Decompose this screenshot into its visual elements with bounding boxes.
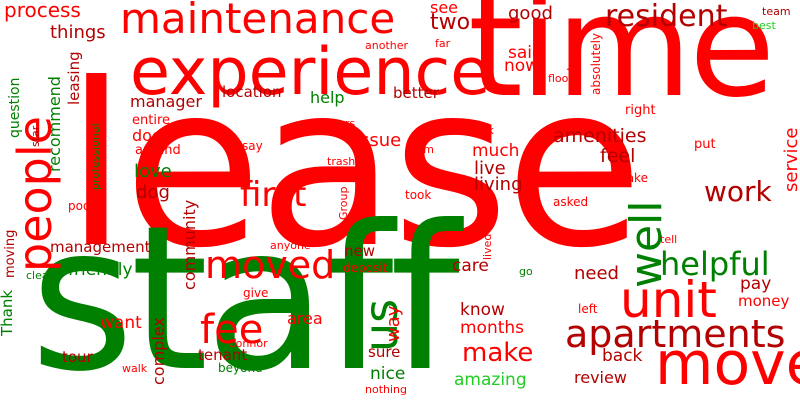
cloud-word: service — [781, 127, 800, 192]
cloud-word: pool — [68, 199, 94, 213]
cloud-word: beyond — [218, 361, 263, 375]
cloud-word: community — [180, 199, 199, 290]
cloud-word: team — [762, 5, 791, 18]
cloud-word: nice — [370, 364, 406, 384]
cloud-word: need — [574, 263, 619, 284]
cloud-word: money — [738, 292, 790, 310]
cloud-word: tell — [660, 233, 678, 246]
cloud-word: moved — [205, 243, 336, 287]
cloud-word: resident — [605, 0, 728, 34]
cloud-word: much — [472, 141, 520, 161]
cloud-word: give — [243, 286, 269, 300]
cloud-word: make — [462, 338, 534, 368]
cloud-word: tenant — [198, 346, 248, 364]
cloud-word: best — [752, 19, 776, 32]
cloud-word: friendly — [68, 260, 133, 280]
cloud-word: deposit — [343, 261, 388, 275]
cloud-word: experience — [130, 35, 491, 110]
cloud-word: amenities — [553, 125, 647, 147]
cloud-word: work — [704, 175, 772, 208]
cloud-word: leasing — [65, 51, 83, 105]
cloud-word: unit — [620, 271, 717, 329]
cloud-word: nothing — [365, 383, 407, 396]
cloud-word: entire — [132, 113, 171, 128]
cloud-word: asked — [553, 195, 589, 209]
cloud-word: want — [100, 313, 142, 333]
cloud-word: Group — [337, 186, 350, 221]
cloud-word: amazing — [454, 370, 527, 390]
cloud-word: fee — [200, 307, 264, 353]
cloud-word: tour — [62, 348, 93, 366]
cloud-word: issue — [355, 130, 402, 151]
cloud-word: good — [508, 3, 553, 24]
cloud-word: months — [460, 318, 525, 338]
cloud-word: see — [430, 0, 459, 17]
cloud-word: apartments — [565, 312, 786, 356]
cloud-word: take — [622, 171, 648, 185]
cloud-word: move — [655, 329, 800, 399]
cloud-word: say — [242, 139, 263, 153]
cloud-word: things — [50, 22, 106, 43]
cloud-word: live — [474, 158, 506, 179]
cloud-word: now — [504, 56, 540, 76]
cloud-word: time — [468, 0, 775, 129]
cloud-word: area — [287, 309, 323, 328]
cloud-word: management — [50, 238, 151, 256]
cloud-word: right — [625, 103, 656, 118]
cloud-word: new — [344, 242, 376, 260]
cloud-word: manager — [130, 92, 202, 111]
cloud-word: complex — [149, 317, 168, 385]
cloud-word: star — [29, 125, 42, 147]
cloud-word: dog — [136, 182, 170, 203]
cloud-word: absolutely — [589, 32, 603, 95]
cloud-word: better — [393, 84, 439, 102]
cloud-word: put — [694, 137, 716, 152]
cloud-word: location — [222, 83, 282, 101]
cloud-word: far — [435, 37, 451, 50]
cloud-word: lease — [65, 36, 643, 298]
cloud-word: recommend — [45, 76, 64, 172]
cloud-word: maintenance — [120, 0, 396, 43]
cloud-word: door — [132, 126, 169, 145]
cloud-word: two — [430, 10, 471, 35]
cloud-word: anyone — [270, 239, 311, 252]
cloud-word: pay — [740, 274, 772, 294]
cloud-word: ask — [475, 124, 494, 137]
cloud-word: Kim — [413, 143, 434, 156]
cloud-word: question — [7, 77, 23, 138]
cloud-word: moving — [3, 229, 18, 278]
cloud-word: feel — [600, 145, 636, 167]
cloud-word: way — [383, 305, 404, 342]
cloud-word: review — [574, 368, 627, 387]
cloud-word: Thank — [0, 289, 16, 336]
cloud-word: process — [4, 0, 81, 22]
cloud-word: trash — [327, 155, 356, 168]
cloud-word: around — [135, 143, 181, 158]
cloud-word: help — [310, 88, 345, 107]
cloud-word: walk — [122, 362, 148, 375]
cloud-word: helpful — [660, 245, 770, 283]
cloud-word: years — [325, 117, 356, 130]
cloud-word: care — [452, 256, 489, 276]
cloud-word: staff — [30, 183, 460, 400]
cloud-word: left — [578, 302, 598, 316]
cloud-word: Connor — [228, 337, 268, 350]
cloud-word: first — [240, 175, 307, 215]
cloud-word: clean — [26, 269, 56, 282]
cloud-word: sure — [368, 343, 401, 361]
cloud-word: another — [365, 39, 409, 52]
cloud-word: know — [460, 300, 505, 320]
cloud-word: took — [405, 188, 432, 202]
cloud-word: back — [602, 346, 643, 366]
cloud-word: floor — [548, 72, 573, 85]
cloud-word: living — [474, 174, 523, 195]
cloud-word: professional — [89, 123, 102, 190]
cloud-word: said — [508, 43, 543, 63]
cloud-word: love — [134, 161, 172, 182]
cloud-word: go — [519, 265, 533, 278]
